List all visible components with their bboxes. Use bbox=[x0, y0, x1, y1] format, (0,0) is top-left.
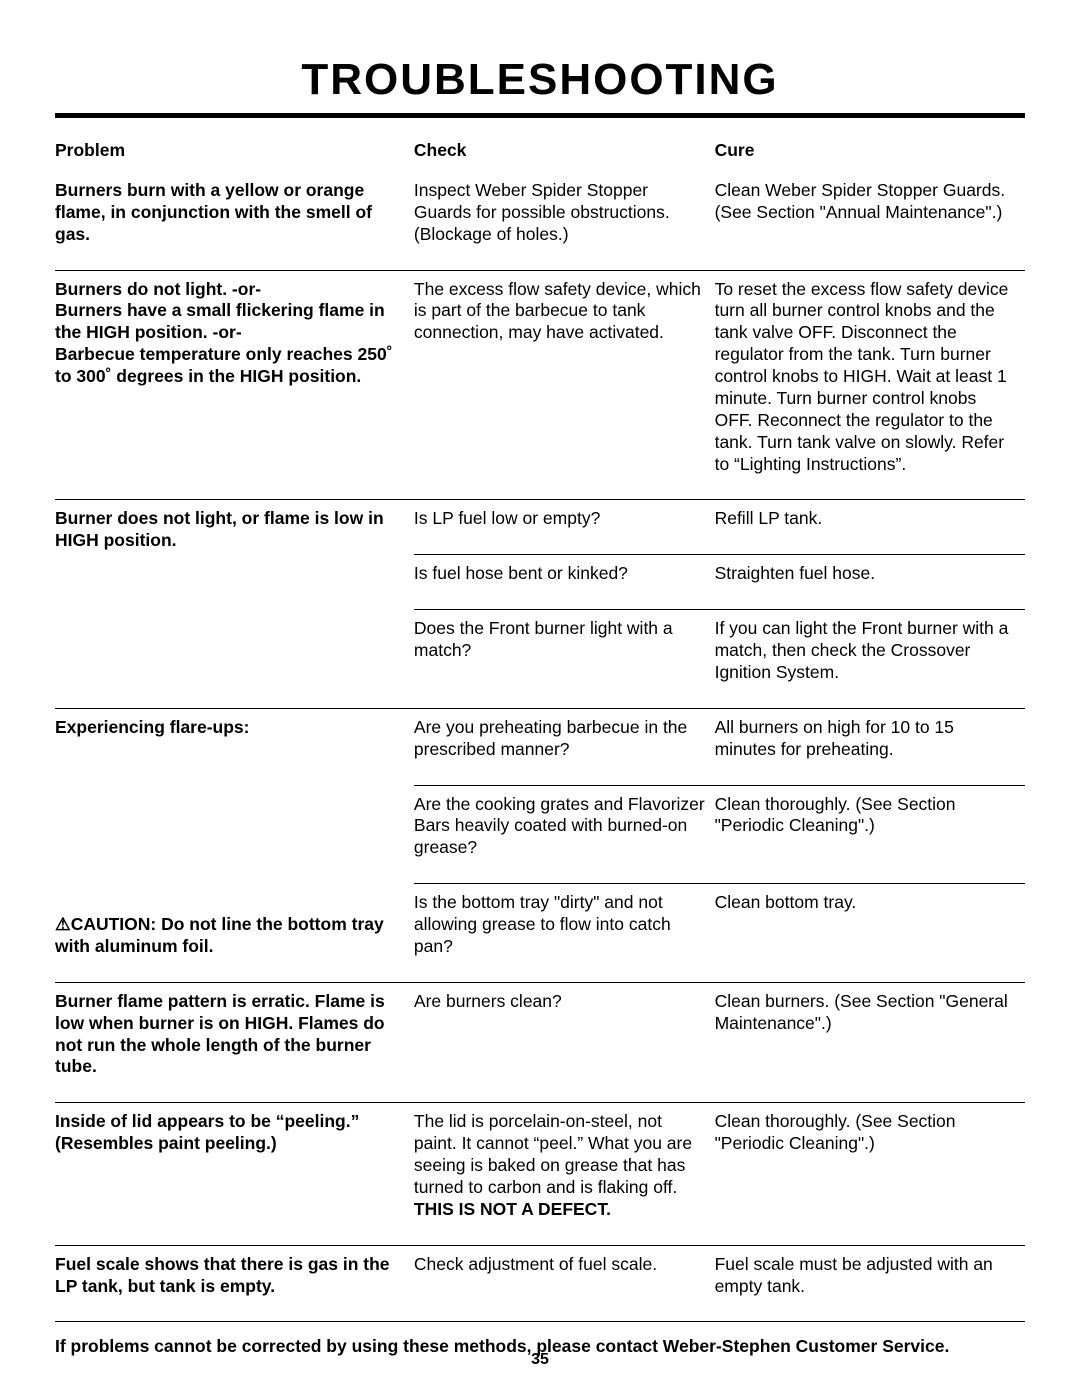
divider-thin bbox=[55, 966, 1025, 983]
table-row: Burner flame pattern is erratic. Flame i… bbox=[55, 982, 1025, 1086]
check-text-bold: THIS IS NOT A DEFECT. bbox=[414, 1199, 611, 1219]
check-cell: Are you preheating barbecue in the presc… bbox=[414, 708, 715, 768]
cure-cell: Fuel scale must be adjusted with an empt… bbox=[715, 1245, 1025, 1305]
check-cell: The excess flow safety device, which is … bbox=[414, 270, 715, 483]
col-header-cure: Cure bbox=[715, 136, 1025, 172]
cure-cell: If you can light the Front burner with a… bbox=[715, 610, 1025, 692]
table-row: Burner does not light, or flame is low i… bbox=[55, 500, 1025, 538]
problem-cell: Experiencing flare-ups: bbox=[55, 708, 414, 768]
divider-thin bbox=[55, 483, 1025, 500]
table-row: Inside of lid appears to be “peeling.” (… bbox=[55, 1103, 1025, 1229]
table-row: Experiencing flare-ups: Are you preheati… bbox=[55, 708, 1025, 768]
cure-cell: Clean Weber Spider Stopper Guards. (See … bbox=[715, 172, 1025, 254]
table-header-row: Problem Check Cure bbox=[55, 136, 1025, 172]
cure-cell: Clean bottom tray. bbox=[715, 884, 1025, 966]
problem-cell: Burners burn with a yellow or orange fla… bbox=[55, 172, 414, 254]
table-row: ⚠CAUTION: Do not line the bottom tray wi… bbox=[55, 884, 1025, 966]
page-title: TROUBLESHOOTING bbox=[55, 55, 1025, 105]
check-cell: Is the bottom tray "dirty" and not allow… bbox=[414, 884, 715, 966]
cure-cell: Clean thoroughly. (See Section "Periodic… bbox=[715, 785, 1025, 867]
divider-thin-partial bbox=[55, 867, 1025, 884]
caution-note: ⚠CAUTION: Do not line the bottom tray wi… bbox=[55, 884, 414, 966]
divider-thin bbox=[55, 1229, 1025, 1246]
check-cell: Is LP fuel low or empty? bbox=[414, 500, 715, 538]
divider-thin bbox=[55, 692, 1025, 709]
divider-thin-partial bbox=[55, 769, 1025, 786]
check-text: The lid is porcelain-on-steel, not paint… bbox=[414, 1111, 692, 1197]
table-row: Burners burn with a yellow or orange fla… bbox=[55, 172, 1025, 254]
col-header-problem: Problem bbox=[55, 136, 414, 172]
table-row: Are the cooking grates and Flavorizer Ba… bbox=[55, 785, 1025, 867]
troubleshooting-table: Problem Check Cure Burners burn with a y… bbox=[55, 136, 1025, 1322]
col-header-check: Check bbox=[414, 136, 715, 172]
divider-thick bbox=[55, 113, 1025, 118]
divider-thin bbox=[55, 1086, 1025, 1103]
problem-cell: Burners do not light. -or- Burners have … bbox=[55, 270, 414, 483]
problem-cell: Fuel scale shows that there is gas in th… bbox=[55, 1245, 414, 1305]
cure-cell: To reset the excess flow safety device t… bbox=[715, 270, 1025, 483]
table-row: Fuel scale shows that there is gas in th… bbox=[55, 1245, 1025, 1305]
check-cell: Does the Front burner light with a match… bbox=[414, 610, 715, 692]
check-cell: Check adjustment of fuel scale. bbox=[414, 1245, 715, 1305]
cure-cell: All burners on high for 10 to 15 minutes… bbox=[715, 708, 1025, 768]
cure-cell: Refill LP tank. bbox=[715, 500, 1025, 538]
table-row: Burners do not light. -or- Burners have … bbox=[55, 270, 1025, 483]
check-cell: Are burners clean? bbox=[414, 982, 715, 1086]
page: TROUBLESHOOTING Problem Check Cure Burne… bbox=[0, 0, 1080, 1397]
problem-cell bbox=[55, 785, 414, 867]
check-cell: Inspect Weber Spider Stopper Guards for … bbox=[414, 172, 715, 254]
problem-cell: Burner does not light, or flame is low i… bbox=[55, 500, 414, 692]
cure-cell: Straighten fuel hose. bbox=[715, 555, 1025, 593]
divider-thin bbox=[55, 1305, 1025, 1322]
problem-cell: Burner flame pattern is erratic. Flame i… bbox=[55, 982, 414, 1086]
divider-thin bbox=[55, 254, 1025, 271]
check-cell: The lid is porcelain-on-steel, not paint… bbox=[414, 1103, 715, 1229]
cure-cell: Clean thoroughly. (See Section "Periodic… bbox=[715, 1103, 1025, 1229]
cure-cell: Clean burners. (See Section "General Mai… bbox=[715, 982, 1025, 1086]
problem-cell: Inside of lid appears to be “peeling.” (… bbox=[55, 1103, 414, 1229]
check-cell: Is fuel hose bent or kinked? bbox=[414, 555, 715, 593]
page-number: 35 bbox=[0, 1351, 1080, 1369]
check-cell: Are the cooking grates and Flavorizer Ba… bbox=[414, 785, 715, 867]
